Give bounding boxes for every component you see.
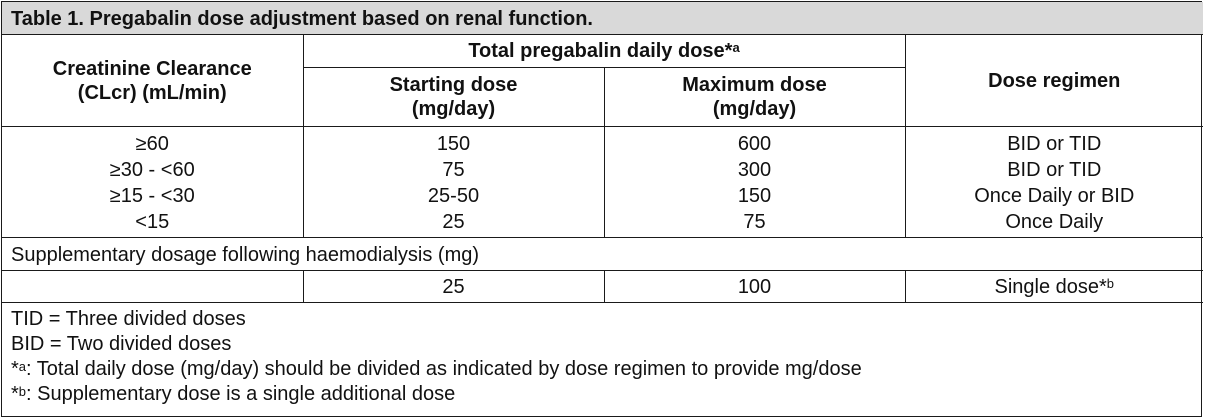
cell-starting: 150 — [302, 126, 605, 157]
header-maximum-dose: Maximum dose (mg/day) — [603, 67, 906, 127]
note-b-marker: b — [18, 384, 27, 399]
header-regimen: Dose regimen — [904, 34, 1204, 127]
cell-regimen: Single dose*b — [904, 270, 1204, 303]
cell-clcr: ≥30 - <60 — [2, 157, 304, 183]
cell-clcr: ≥15 - <30 — [2, 183, 304, 209]
header-clcr: Creatinine Clearance (CLcr) (mL/min) — [2, 34, 304, 127]
note-b-text: : Supplementary dose is a single additio… — [26, 383, 456, 405]
cell-clcr — [2, 270, 304, 303]
cell-starting: 25-50 — [302, 183, 605, 209]
footnote-marker-b: b — [1106, 276, 1115, 291]
note-a-text: : Total daily dose (mg/day) should be di… — [26, 358, 862, 380]
note-a-marker: a — [18, 359, 27, 374]
footnote-marker-a: a — [732, 40, 740, 55]
cell-regimen: Once Daily or BID — [904, 183, 1204, 209]
table-notes: TID = Three divided doses BID = Two divi… — [2, 302, 1204, 409]
note-a-prefix: * — [11, 358, 19, 380]
header-total-dose: Total pregabalin daily dose*a — [302, 34, 906, 68]
table-row: ≥60 150 600 BID or TID — [2, 126, 1204, 157]
cell-regimen: BID or TID — [904, 157, 1204, 183]
dose-adjustment-table: Table 1. Pregabalin dose adjustment base… — [2, 2, 1204, 409]
cell-maximum: 600 — [603, 126, 906, 157]
header-total-dose-label: Total pregabalin daily dose* — [468, 40, 733, 62]
note-bid: BID = Two divided doses — [11, 333, 232, 355]
header-clcr-label: Creatinine Clearance (CLcr) (mL/min) — [52, 57, 252, 104]
note-tid: TID = Three divided doses — [11, 308, 246, 330]
cell-maximum: 150 — [603, 183, 906, 209]
table-caption: Table 1. Pregabalin dose adjustment base… — [2, 2, 1204, 35]
note-b: *b: Supplementary dose is a single addit… — [11, 382, 1194, 407]
supplementary-regimen-text: Single dose* — [994, 276, 1107, 298]
cell-maximum: 300 — [603, 157, 906, 183]
table-row: ≥15 - <30 25-50 150 Once Daily or BID — [2, 183, 1204, 209]
note-a: *a: Total daily dose (mg/day) should be … — [11, 357, 1194, 382]
table-row: ≥30 - <60 75 300 BID or TID — [2, 157, 1204, 183]
supplementary-label: Supplementary dosage following haemodial… — [2, 237, 1204, 271]
cell-starting: 75 — [302, 157, 605, 183]
table-row: <15 25 75 Once Daily — [2, 209, 1204, 238]
note-b-prefix: * — [11, 383, 19, 405]
cell-regimen: BID or TID — [904, 126, 1204, 157]
cell-starting: 25 — [302, 209, 605, 238]
cell-maximum: 75 — [603, 209, 906, 238]
cell-maximum: 100 — [603, 270, 906, 303]
header-starting-dose: Starting dose (mg/day) — [302, 67, 605, 127]
cell-clcr: <15 — [2, 209, 304, 238]
supplementary-row: 25 100 Single dose*b — [2, 270, 1204, 303]
cell-regimen: Once Daily — [904, 209, 1204, 238]
header-starting-dose-label: Starting dose (mg/day) — [389, 74, 518, 120]
header-maximum-dose-label: Maximum dose (mg/day) — [682, 74, 827, 120]
cell-starting: 25 — [302, 270, 605, 303]
cell-clcr: ≥60 — [2, 126, 304, 157]
